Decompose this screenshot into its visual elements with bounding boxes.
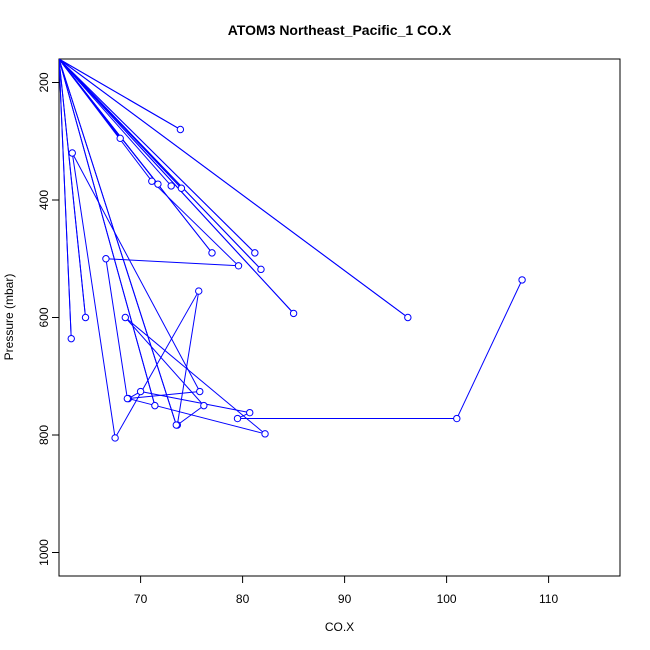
series-line-segment — [71, 152, 116, 439]
data-point — [68, 149, 76, 157]
data-point — [102, 255, 110, 263]
data-point — [233, 414, 242, 423]
y-axis-label: Pressure (mbar) — [2, 274, 16, 361]
series-line-segment — [105, 258, 128, 399]
data-point — [234, 262, 243, 270]
series-line-segment — [59, 59, 409, 318]
x-axis-label: CO.X — [325, 620, 354, 634]
data-point — [177, 184, 186, 192]
y-tick-label: 1000 — [37, 539, 51, 566]
series-line-segment — [128, 398, 266, 435]
data-point — [154, 180, 162, 188]
series-line-segment — [59, 59, 294, 314]
y-tick-label: 200 — [37, 72, 51, 92]
chart-title: ATOM3 Northeast_Pacific_1 CO.X — [228, 22, 452, 38]
data-point — [167, 182, 175, 190]
series-line-segment — [124, 317, 205, 406]
series-line-segment — [59, 59, 256, 254]
data-point — [196, 387, 204, 396]
series-line-segment — [59, 59, 156, 406]
series-line-segment — [176, 290, 200, 426]
data-point — [208, 249, 216, 257]
series-line-segment — [177, 405, 205, 426]
data-point — [176, 125, 185, 134]
series-line-segment — [71, 152, 201, 392]
data-series — [59, 59, 526, 442]
plot-frame — [58, 58, 621, 577]
x-tick-label: 70 — [134, 592, 148, 606]
data-point — [251, 249, 259, 257]
x-axis: 70 80 90 100 110 — [134, 575, 558, 606]
data-point — [246, 408, 254, 417]
data-point — [200, 401, 208, 410]
data-point — [195, 287, 203, 295]
data-point — [453, 414, 461, 423]
data-point — [257, 265, 265, 274]
data-point — [81, 313, 90, 322]
series-line-segment — [105, 258, 239, 267]
data-point — [123, 394, 132, 403]
y-tick-label: 800 — [37, 425, 51, 445]
series-line-segment — [59, 59, 213, 254]
series-line-segment — [456, 279, 523, 419]
series-line-segment — [59, 59, 181, 130]
series-line-segment — [59, 59, 72, 339]
data-point — [116, 134, 124, 143]
y-tick-label: 600 — [37, 307, 51, 327]
series-line-segment — [59, 59, 87, 318]
x-tick-label: 100 — [437, 592, 457, 606]
data-point — [111, 434, 119, 442]
data-point — [151, 401, 159, 410]
series-line-segment — [127, 391, 200, 400]
data-point — [289, 309, 298, 318]
y-tick-label: 400 — [37, 190, 51, 210]
data-point — [148, 177, 156, 185]
x-tick-label: 110 — [539, 592, 558, 606]
series-line-segment — [59, 59, 172, 187]
series-line-segment — [140, 391, 250, 414]
data-point — [261, 430, 269, 438]
data-point — [404, 313, 412, 322]
series-line-segment — [124, 317, 266, 435]
series-line-segment — [59, 59, 182, 189]
x-tick-label: 80 — [236, 592, 250, 606]
data-point — [518, 276, 526, 284]
data-point — [136, 387, 145, 396]
data-point — [172, 421, 181, 429]
y-axis: 200 400 600 800 1000 — [37, 72, 60, 566]
x-tick-label: 90 — [338, 592, 352, 606]
series-line-segment — [59, 59, 177, 426]
data-point — [67, 334, 75, 343]
data-point — [121, 313, 130, 322]
